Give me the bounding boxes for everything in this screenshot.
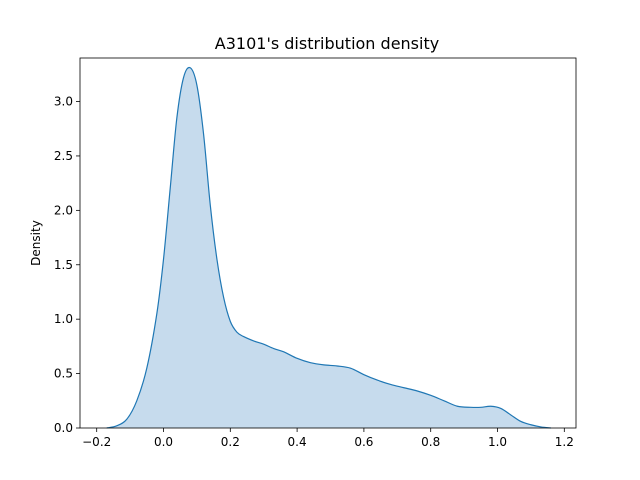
y-axis-label: Density (29, 220, 43, 266)
y-tick-label: 1.5 (54, 258, 73, 272)
x-tick-label: 0.4 (288, 435, 307, 449)
y-tick-label: 2.0 (54, 203, 73, 217)
y-tick-label: 0.5 (54, 367, 73, 381)
y-tick-label: 0.0 (54, 421, 73, 435)
y-tick-label: 2.5 (54, 149, 73, 163)
x-tick-label: 0.8 (421, 435, 440, 449)
density-area-fill (106, 67, 551, 429)
density-curve (106, 66, 552, 429)
x-tick-label: 0.2 (221, 435, 240, 449)
y-tick-label: 1.0 (54, 312, 73, 326)
x-tick-label: 0.6 (354, 435, 373, 449)
x-tick-label: 1.0 (488, 435, 507, 449)
y-axis: 0.0 0.5 1.0 1.5 2.0 2.5 3.0 (54, 95, 80, 435)
x-tick-label: −0.2 (82, 435, 111, 449)
chart-title: A3101's distribution density (215, 34, 439, 53)
x-axis: −0.2 0.0 0.2 0.4 0.6 0.8 1.0 1.2 (82, 428, 574, 449)
axes-frame (79, 57, 577, 429)
plot-area (106, 66, 552, 429)
x-tick-label: 0.0 (154, 435, 173, 449)
y-tick-label: 3.0 (54, 95, 73, 109)
x-tick-label: 1.2 (555, 435, 574, 449)
